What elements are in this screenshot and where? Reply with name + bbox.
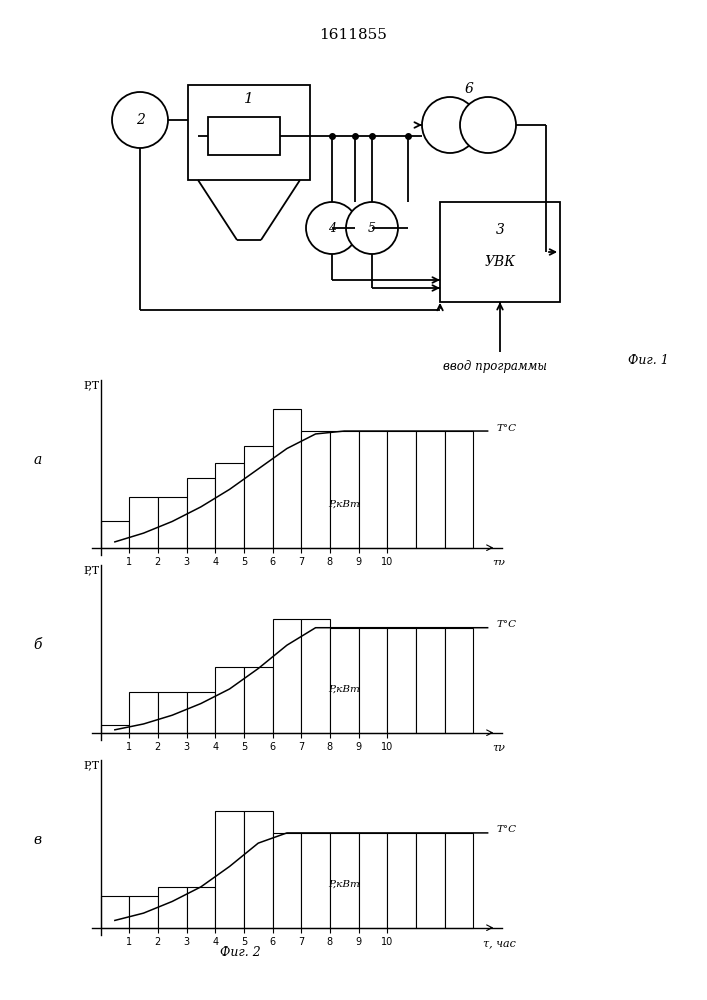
- Circle shape: [306, 202, 358, 254]
- Text: P,кВт: P,кВт: [328, 499, 360, 508]
- Text: УВК: УВК: [484, 255, 515, 269]
- Bar: [445, 628, 473, 733]
- Bar: [387, 628, 416, 733]
- Bar: [100, 725, 129, 733]
- Text: б: б: [33, 638, 42, 652]
- Circle shape: [460, 97, 516, 153]
- Text: τν: τν: [493, 743, 506, 753]
- Bar: [158, 497, 187, 548]
- Text: T°C: T°C: [496, 424, 516, 433]
- Bar: [358, 431, 387, 548]
- Bar: [215, 811, 244, 928]
- Bar: [445, 431, 473, 548]
- Text: P,кВт: P,кВт: [328, 684, 360, 693]
- Text: 1611855: 1611855: [319, 28, 387, 42]
- Bar: [188, 85, 310, 180]
- Bar: [273, 833, 301, 928]
- Bar: [129, 896, 158, 928]
- Circle shape: [422, 97, 478, 153]
- Bar: [208, 117, 280, 155]
- Bar: [416, 628, 445, 733]
- Bar: [215, 667, 244, 733]
- Bar: [301, 619, 330, 733]
- Text: 4: 4: [328, 222, 336, 234]
- Bar: [330, 628, 358, 733]
- Bar: [387, 833, 416, 928]
- Bar: [416, 833, 445, 928]
- Bar: [330, 431, 358, 548]
- Bar: [244, 811, 273, 928]
- Bar: [158, 887, 187, 928]
- Text: P,T: P,T: [84, 760, 100, 770]
- Bar: [301, 431, 330, 548]
- Bar: [244, 667, 273, 733]
- Bar: [187, 887, 215, 928]
- Text: ввод программы: ввод программы: [443, 360, 547, 373]
- Text: P,T: P,T: [84, 565, 100, 575]
- Bar: [358, 628, 387, 733]
- Text: P,T: P,T: [84, 380, 100, 390]
- Text: T°C: T°C: [496, 620, 516, 629]
- Bar: [129, 497, 158, 548]
- Text: 6: 6: [464, 82, 474, 96]
- Text: а: а: [33, 453, 42, 467]
- Bar: [445, 833, 473, 928]
- Bar: [187, 692, 215, 733]
- Text: 1: 1: [244, 92, 254, 106]
- Text: 2: 2: [136, 113, 144, 127]
- Bar: [387, 431, 416, 548]
- Text: T°C: T°C: [496, 826, 516, 834]
- Bar: [215, 463, 244, 548]
- Bar: [100, 896, 129, 928]
- Bar: [100, 521, 129, 548]
- Bar: [301, 833, 330, 928]
- Bar: [440, 202, 560, 302]
- Bar: [187, 478, 215, 548]
- Bar: [273, 409, 301, 548]
- Text: 3: 3: [496, 223, 504, 237]
- Bar: [244, 446, 273, 548]
- Text: в: в: [33, 833, 42, 847]
- Bar: [330, 833, 358, 928]
- Text: 5: 5: [368, 222, 376, 234]
- Bar: [416, 431, 445, 548]
- Bar: [358, 833, 387, 928]
- Text: Фиг. 1: Фиг. 1: [628, 354, 668, 366]
- Text: τ, час: τ, час: [483, 938, 515, 948]
- Text: Фиг. 2: Фиг. 2: [220, 946, 261, 958]
- Circle shape: [346, 202, 398, 254]
- Text: τν: τν: [493, 558, 506, 568]
- Circle shape: [112, 92, 168, 148]
- Bar: [129, 692, 158, 733]
- Bar: [273, 619, 301, 733]
- Text: P,кВт: P,кВт: [328, 879, 360, 888]
- Bar: [158, 692, 187, 733]
